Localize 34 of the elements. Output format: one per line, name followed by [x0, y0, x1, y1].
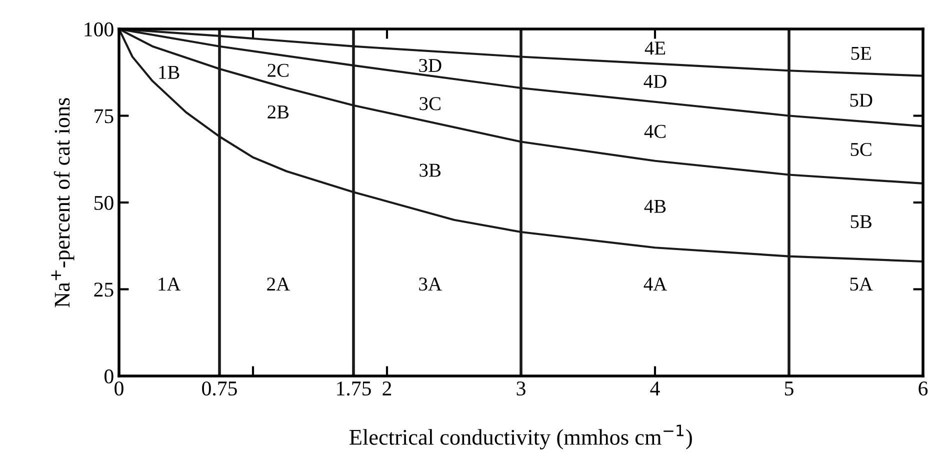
annotation: 4B: [644, 200, 666, 213]
annotation: 2C: [268, 64, 288, 77]
y-tick-label: 50: [94, 196, 114, 210]
annotation: 3C: [420, 97, 440, 110]
annotation: 3D: [419, 58, 442, 72]
y-tick-label: 25: [94, 282, 114, 297]
annotation: 1A: [158, 278, 181, 290]
annotation: 5C: [850, 142, 872, 156]
x-tick-label: 4: [650, 382, 660, 396]
annotation: 4C: [644, 124, 666, 138]
y-tick-label: 0: [104, 369, 114, 384]
annotation: 5D: [850, 94, 872, 107]
annotation: 4E: [644, 42, 666, 54]
y-tick-label: 75: [94, 109, 114, 124]
y-axis-title: Na$^{+}$-percent of cat ions: [51, 98, 74, 308]
annotation: 5A: [850, 278, 873, 291]
annotation: 2A: [267, 278, 290, 290]
x-tick-label: 1.75: [337, 382, 371, 396]
annotation: 2B: [268, 105, 289, 118]
annotation: 5E: [851, 46, 871, 60]
x-tick-label: 6: [918, 382, 928, 396]
x-tick-label: 5: [785, 382, 794, 396]
x-tick-label: 0: [114, 381, 124, 396]
annotation: 4D: [644, 75, 666, 88]
x-axis-title: Electrical conductivity (mmhos cm$^{−1}$): [350, 424, 692, 450]
y-tick-label: 100: [84, 22, 114, 36]
annotation: 5B: [850, 215, 872, 228]
x-tick-label: 3: [516, 382, 526, 396]
x-tick-label: 2: [382, 382, 392, 396]
annotation: 1B: [159, 66, 180, 79]
annotation: 4A: [644, 278, 668, 290]
annotation: 3B: [420, 164, 441, 177]
annotation: 3A: [419, 278, 442, 291]
x-tick-label: 0.75: [202, 381, 237, 396]
